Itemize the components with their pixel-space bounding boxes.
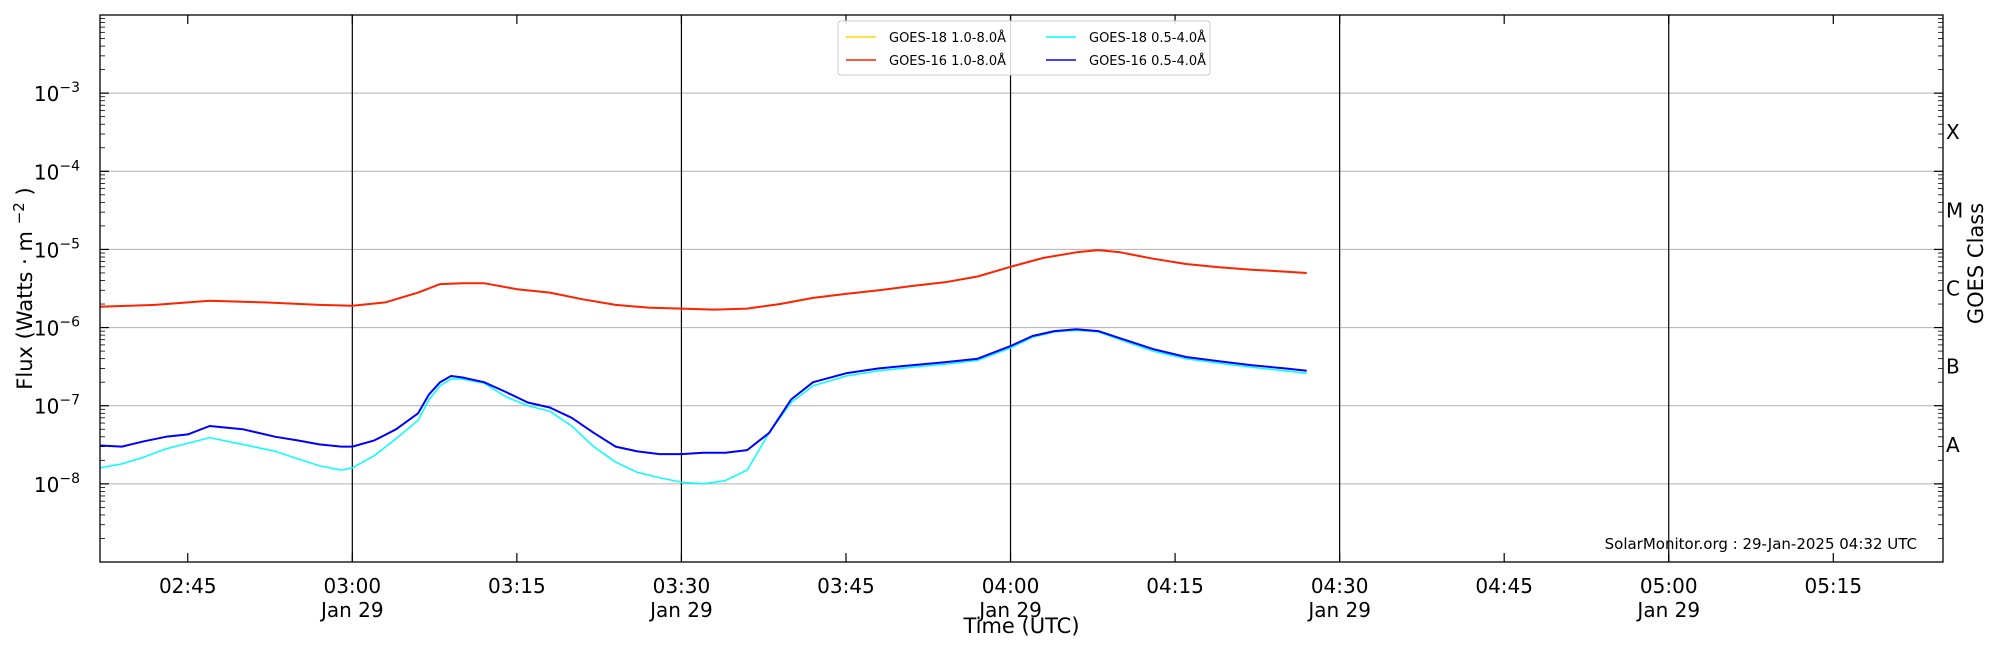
series-lines	[99, 249, 1307, 485]
x-tick-label: 04:30	[1311, 574, 1369, 598]
y-tick-label: 10−3	[34, 80, 80, 106]
credit-text: SolarMonitor.org : 29-Jan-2025 04:32 UTC	[1605, 535, 1917, 553]
y-tick-base: 10	[34, 82, 59, 106]
goes-class-label: C	[1946, 277, 1960, 301]
y-axis-label-dot: ·	[13, 251, 37, 264]
y-axis-label-exp: −2	[10, 202, 28, 224]
legend-box	[837, 20, 1211, 76]
goes-class-label: M	[1946, 198, 1963, 222]
goes-class-label: A	[1946, 433, 1960, 457]
legend: GOES-18 1.0-8.0Å GOES-16 1.0-8.0Å GOES-18 …	[837, 20, 1211, 76]
x-tick-date-label: Jan 29	[319, 598, 384, 622]
legend-label: GOES-18 1.0-8.0Å	[889, 30, 1006, 46]
y-tick-exponent: −6	[59, 315, 80, 331]
plot-frame	[99, 14, 1944, 563]
x-tick-label: 04:45	[1475, 574, 1533, 598]
y-axis-ticks: 10−310−410−510−610−710−8	[34, 18, 1943, 539]
x-tick-label: 04:00	[982, 574, 1040, 598]
goes-class-label: B	[1946, 355, 1960, 379]
x-tick-label: 05:15	[1804, 574, 1862, 598]
legend-label: GOES-18 0.5-4.0Å	[1089, 30, 1206, 46]
x-tick-label: 04:15	[1146, 574, 1204, 598]
x-tick-label: 03:00	[323, 574, 381, 598]
y-tick-label: 10−6	[34, 315, 80, 341]
y-tick-base: 10	[34, 160, 59, 184]
series-line	[99, 329, 1307, 485]
goes-class-label: X	[1946, 120, 1960, 144]
y-tick-exponent: −7	[59, 393, 80, 409]
goes-class-labels: X M C B A	[1946, 120, 1963, 457]
y-axis-label-close: )	[13, 187, 37, 195]
x-tick-date-label: Jan 29	[1635, 598, 1700, 622]
y-tick-label: 10−5	[34, 236, 80, 262]
x-tick-date-label: Jan 29	[977, 598, 1042, 622]
y-tick-exponent: −5	[59, 236, 80, 252]
y-tick-label: 10−8	[34, 471, 80, 497]
y-axis-label-main: Flux (Watts	[13, 272, 37, 390]
y-tick-base: 10	[34, 238, 59, 262]
y-tick-label: 10−4	[34, 158, 80, 184]
y-tick-exponent: −3	[59, 80, 80, 96]
y-tick-base: 10	[34, 395, 59, 419]
day-vertical-lines	[351, 15, 1670, 562]
series-line	[99, 328, 1307, 456]
series-line	[99, 249, 1307, 311]
x-tick-date-label: Jan 29	[648, 598, 713, 622]
legend-label: GOES-16 1.0-8.0Å	[889, 53, 1006, 69]
x-tick-label: 03:30	[653, 574, 711, 598]
y-tick-exponent: −4	[59, 158, 80, 174]
x-tick-label: 03:15	[488, 574, 546, 598]
y-axis-label-unit: m	[13, 231, 37, 251]
x-tick-date-label: Jan 29	[1306, 598, 1371, 622]
y-tick-base: 10	[34, 317, 59, 341]
y-tick-label: 10−7	[34, 393, 80, 419]
x-tick-label: 03:45	[817, 574, 875, 598]
series-line	[99, 249, 1307, 311]
x-tick-label: 02:45	[159, 574, 217, 598]
y-axis-label: Flux (Watts · m −2 )	[5, 187, 37, 389]
x-axis-label: Time (UTC)	[962, 614, 1079, 638]
legend-label: GOES-16 0.5-4.0Å	[1089, 53, 1206, 69]
y-tick-base: 10	[34, 473, 59, 497]
horizontal-grid	[100, 92, 1943, 485]
y-tick-exponent: −8	[59, 471, 80, 487]
goes-class-axis-label: GOES Class	[1964, 203, 1988, 324]
x-tick-label: 05:00	[1640, 574, 1698, 598]
